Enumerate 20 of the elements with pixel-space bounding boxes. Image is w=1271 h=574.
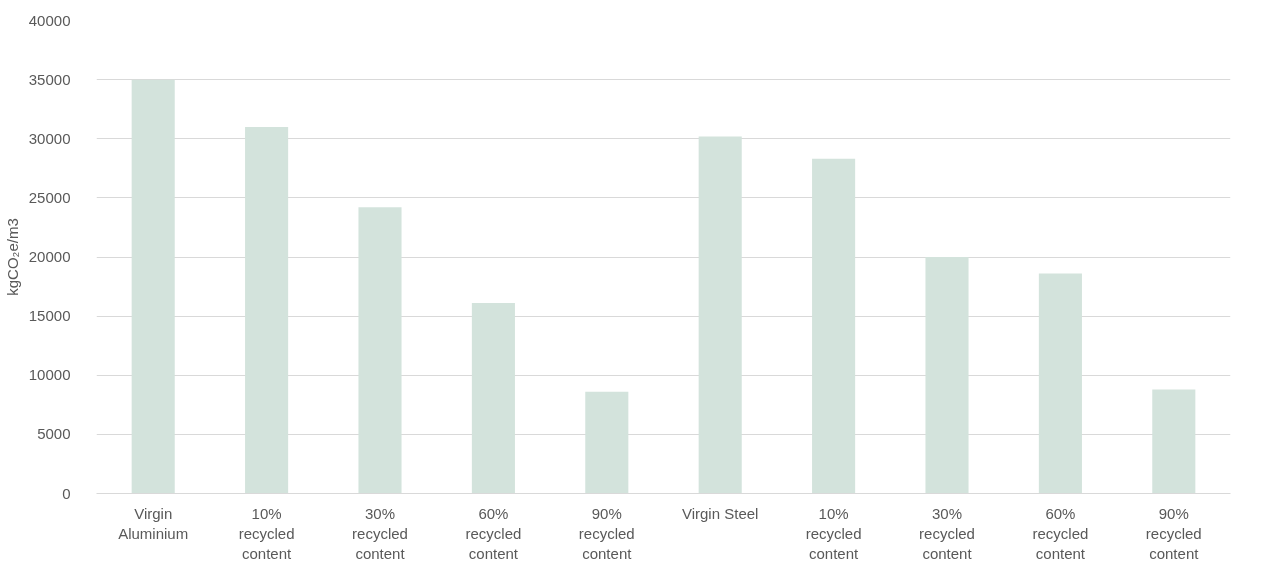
y-tick-label: 30000 [28, 129, 71, 147]
y-tick-label: 35000 [28, 70, 71, 88]
x-tick-label: 10% recycled content [238, 504, 295, 563]
x-tick-label: 90% recycled content [578, 504, 635, 563]
x-tick-label: 90% recycled content [1145, 504, 1202, 563]
x-tick-label: 30% recycled content [352, 504, 408, 563]
x-tick-label: Virgin Steel [681, 504, 759, 522]
y-tick-label: 10000 [28, 366, 71, 384]
y-axis-title: kgCO₂e/m3 [3, 218, 21, 296]
x-tick-label: 10% recycled content [805, 504, 862, 563]
y-tick-label: 5000 [37, 425, 71, 443]
y-tick-label: 40000 [28, 11, 71, 29]
y-tick-label: 20000 [28, 248, 71, 265]
x-tick-label: 30% recycled content [919, 504, 975, 563]
y-tick-label: 0 [62, 484, 71, 502]
x-tick-label: 60% recycled content [1032, 504, 1089, 563]
y-tick-label: 15000 [28, 307, 71, 325]
x-tick-label: 60% recycled content [465, 504, 522, 563]
x-tick-label: Virgin Aluminium [118, 504, 189, 542]
y-tick-label: 25000 [28, 188, 71, 206]
